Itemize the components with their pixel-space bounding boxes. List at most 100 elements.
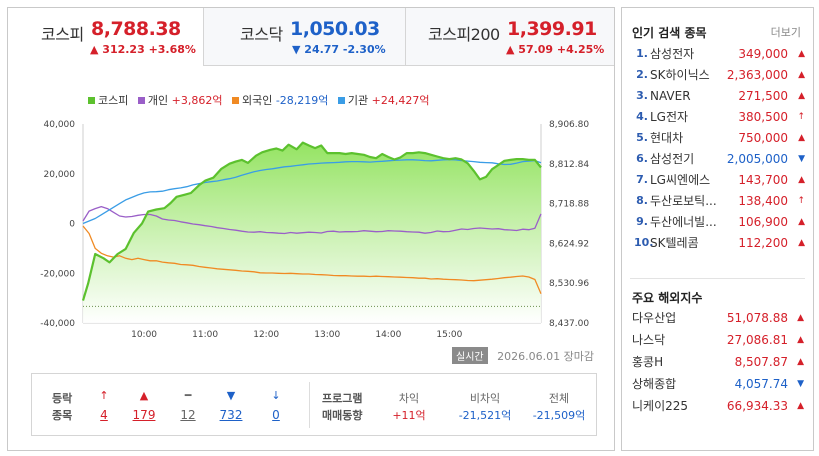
rise-icon: ▲ xyxy=(139,389,149,402)
more-link[interactable]: 더보기 xyxy=(770,26,801,39)
stock-price: 112,200 xyxy=(738,236,788,250)
index-name[interactable]: 니케이225 xyxy=(632,399,689,413)
tab-kospi200[interactable]: 코스피200 1,399.91 ▲ 57.09 +4.25% xyxy=(406,8,614,66)
left-tick-label: 40,000 xyxy=(44,120,76,130)
stock-price: 2,363,000 xyxy=(726,68,788,82)
popular-stock-item[interactable]: 1. 삼성전자 349,000 ▲ xyxy=(622,44,813,64)
stock-name[interactable]: 삼성전자 xyxy=(650,47,695,61)
tab-kospi200-name: 코스피200 xyxy=(428,25,500,44)
breadth-lower-limit[interactable]: ↓ 0 xyxy=(261,389,291,422)
stock-price: 106,900 xyxy=(738,215,788,229)
up-arrow-icon: ▲ xyxy=(797,335,804,345)
stock-price: 138,400 xyxy=(738,194,788,208)
tab-kospi200-change: ▲ 57.09 +4.25% xyxy=(506,43,605,56)
index-name[interactable]: 다우산업 xyxy=(632,311,677,325)
popular-stock-item[interactable]: 9. 두산에너빌... 106,900 ▲ xyxy=(622,212,813,232)
overseas-index-item[interactable]: 나스닥 27,086.81 ▲ xyxy=(622,330,813,351)
x-tick-label: 11:00 xyxy=(192,330,218,338)
stock-price: 143,700 xyxy=(738,173,788,187)
rank-number: 9. xyxy=(636,215,648,228)
chart-legend: 코스피 개인 +3,862억 외국인 -28,219억 기관 +24,427억 xyxy=(88,92,436,108)
realtime-date: 2026.06.01 xyxy=(497,350,561,363)
legend-institution: 기관 +24,427억 xyxy=(337,92,430,108)
popular-stock-item[interactable]: 10. SK텔레콤 112,200 ▲ xyxy=(622,233,813,253)
breadth-upper-limit[interactable]: ↑ 4 xyxy=(89,389,119,422)
index-name[interactable]: 나스닥 xyxy=(632,333,666,347)
stock-name[interactable]: 현대차 xyxy=(650,131,684,145)
index-value: 8,507.87 xyxy=(734,355,788,369)
breadth-count[interactable]: 4 xyxy=(100,408,108,422)
stock-name[interactable]: 두산에너빌... xyxy=(650,215,717,229)
fall-icon: ▼ xyxy=(226,389,236,402)
stock-name[interactable]: LG씨엔에스 xyxy=(650,173,711,187)
program-total: 전체 -21,509억 xyxy=(532,392,586,422)
stock-name[interactable]: SK하이닉스 xyxy=(650,68,710,82)
breadth-flat[interactable]: ━ 12 xyxy=(173,389,203,422)
breadth-label-2: 종목 xyxy=(52,409,73,422)
popular-stock-item[interactable]: 8. 두산로보틱... 138,400 ↑ xyxy=(622,191,813,211)
realtime-badge[interactable]: 실시간 xyxy=(452,347,488,364)
overseas-index-item[interactable]: 홍콩H 8,507.87 ▲ xyxy=(622,352,813,373)
popular-stock-item[interactable]: 6. 삼성전기 2,005,000 ▼ xyxy=(622,149,813,169)
legend-kospi: 코스피 xyxy=(88,92,128,108)
stock-name[interactable]: LG전자 xyxy=(650,110,689,124)
tab-kosdaq[interactable]: 코스닥 1,050.03 ▼ 24.77 -2.30% xyxy=(204,8,406,66)
breadth-label-1: 등락 xyxy=(52,392,73,405)
index-value: 51,078.88 xyxy=(726,311,788,325)
left-tick-label: 20,000 xyxy=(44,170,76,180)
tab-kosdaq-value: 1,050.03 xyxy=(290,18,380,40)
tab-kospi-value: 8,788.38 xyxy=(91,18,181,40)
rank-number: 6. xyxy=(636,152,648,165)
tab-kospi-name: 코스피 xyxy=(41,25,84,44)
popular-stock-item[interactable]: 7. LG씨엔에스 143,700 ▲ xyxy=(622,170,813,190)
breadth-fall[interactable]: ▼ 732 xyxy=(216,389,246,422)
rank-number: 1. xyxy=(636,47,648,60)
stock-price: 349,000 xyxy=(738,47,788,61)
overseas-index-item[interactable]: 니케이225 66,934.33 ▲ xyxy=(622,396,813,417)
stock-name[interactable]: SK텔레콤 xyxy=(650,236,699,250)
right-tick-label: 8,624.92 xyxy=(549,239,589,249)
kospi-line xyxy=(81,141,542,301)
up-arrow-icon: ↑ xyxy=(797,196,805,206)
popular-stock-item[interactable]: 4. LG전자 380,500 ↑ xyxy=(622,107,813,127)
overseas-index-item[interactable]: 상해종합 4,057.74 ▼ xyxy=(622,374,813,395)
stock-name[interactable]: 삼성전기 xyxy=(650,152,695,166)
popular-stock-item[interactable]: 3. NAVER 271,500 ▲ xyxy=(622,86,813,106)
stock-name[interactable]: 두산로보틱... xyxy=(650,194,717,208)
breadth-count[interactable]: 12 xyxy=(180,408,196,422)
rank-number: 7. xyxy=(636,173,648,186)
breadth-count[interactable]: 732 xyxy=(219,408,243,422)
rank-number: 8. xyxy=(636,194,648,207)
up-arrow-icon: ▲ xyxy=(798,133,805,143)
tab-kosdaq-name: 코스닥 xyxy=(240,25,283,44)
up-arrow-icon: ▲ xyxy=(798,70,805,80)
popular-stock-item[interactable]: 2. SK하이닉스 2,363,000 ▲ xyxy=(622,65,813,85)
up-arrow-icon: ▲ xyxy=(797,313,804,323)
overseas-index-item[interactable]: 다우산업 51,078.88 ▲ xyxy=(622,308,813,329)
breadth-rise[interactable]: ▲ 179 xyxy=(129,389,159,422)
rank-number: 3. xyxy=(636,89,648,102)
tab-kospi[interactable]: 코스피 8,788.38 ▲ 312.23 +3.68% xyxy=(8,8,204,66)
market-closed-label: 장마감 xyxy=(563,350,594,363)
rank-number: 2. xyxy=(636,68,648,81)
legend-institution-swatch xyxy=(337,96,345,104)
x-tick-label: 10:00 xyxy=(131,330,157,338)
right-tick-label: 8,530.96 xyxy=(549,279,589,289)
x-tick-label: 13:00 xyxy=(314,330,340,338)
up-arrow-icon: ▲ xyxy=(798,49,805,59)
lower-limit-icon: ↓ xyxy=(271,389,281,402)
stock-name[interactable]: NAVER xyxy=(650,89,691,103)
breadth-count[interactable]: 179 xyxy=(132,408,156,422)
program-trading-label: 프로그램 매매동향 xyxy=(322,392,363,422)
tab-kospi200-value: 1,399.91 xyxy=(507,18,597,40)
up-arrow-icon: ▲ xyxy=(798,175,805,185)
index-name[interactable]: 상해종합 xyxy=(632,377,677,391)
program-non-arbitrage: 비차익 -21,521억 xyxy=(458,392,512,422)
index-name[interactable]: 홍콩H xyxy=(632,355,664,369)
up-arrow-icon: ▲ xyxy=(797,357,804,367)
breadth-count[interactable]: 0 xyxy=(272,408,280,422)
left-tick-label: -20,000 xyxy=(40,269,75,279)
stock-price: 380,500 xyxy=(738,110,788,124)
market-index-panel: 코스피 8,788.38 ▲ 312.23 +3.68% 코스닥 1,050.0… xyxy=(7,7,615,451)
popular-stock-item[interactable]: 5. 현대차 750,000 ▲ xyxy=(622,128,813,148)
